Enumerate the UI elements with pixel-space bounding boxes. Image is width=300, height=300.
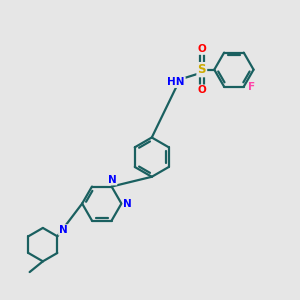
Text: N: N [123, 199, 132, 208]
Text: HN: HN [167, 77, 185, 87]
Text: F: F [248, 82, 256, 92]
Text: O: O [197, 85, 206, 95]
Text: S: S [197, 63, 206, 76]
Text: N: N [108, 175, 117, 185]
Text: O: O [197, 44, 206, 54]
Text: N: N [59, 225, 68, 235]
